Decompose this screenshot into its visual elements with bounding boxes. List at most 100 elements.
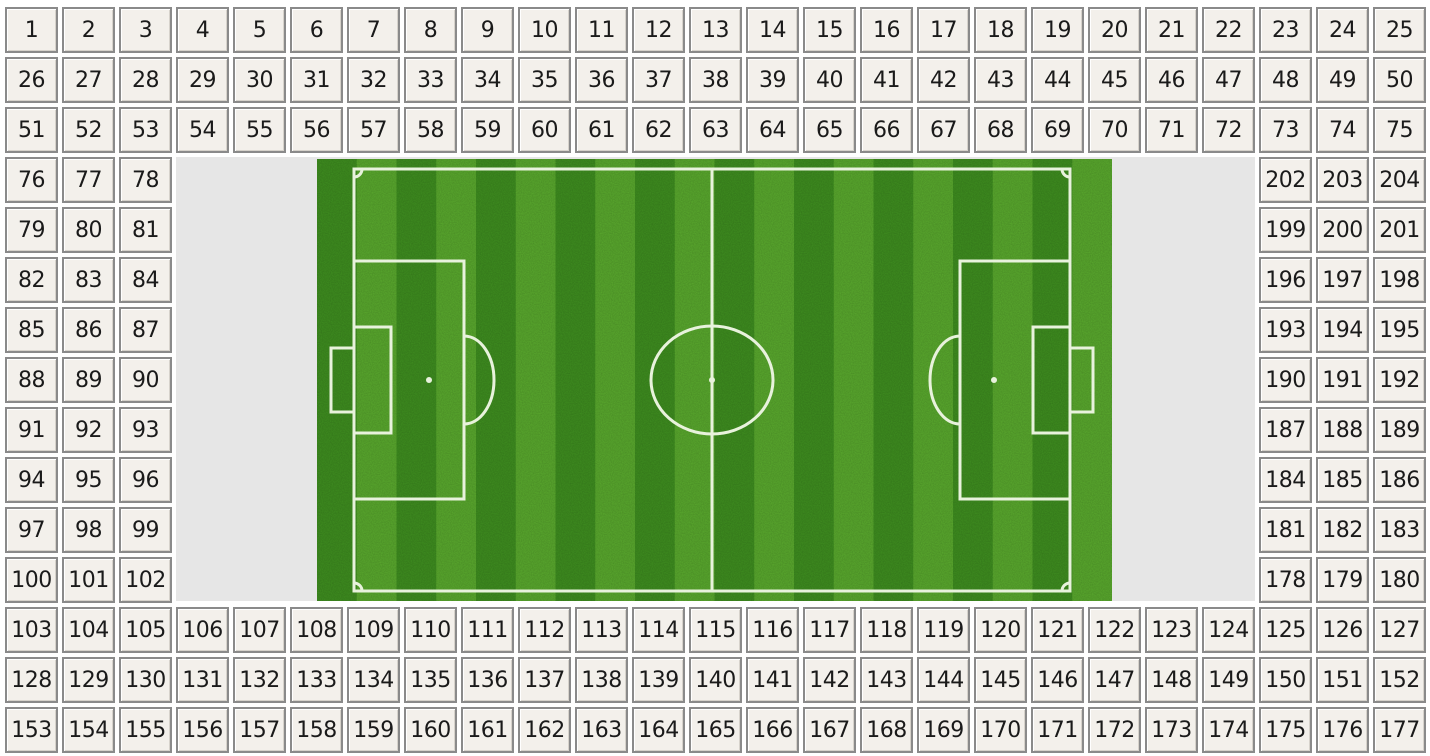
seat-button[interactable]: 42 xyxy=(917,57,970,103)
seat-button[interactable]: 46 xyxy=(1145,57,1198,103)
seat-button[interactable]: 57 xyxy=(347,107,400,153)
seat-button[interactable]: 45 xyxy=(1088,57,1141,103)
seat-button[interactable]: 11 xyxy=(575,7,628,53)
seat-button[interactable]: 67 xyxy=(917,107,970,153)
seat-button[interactable]: 159 xyxy=(347,707,400,753)
seat-button[interactable]: 101 xyxy=(62,557,115,603)
seat-button[interactable]: 111 xyxy=(461,607,514,653)
seat-button[interactable]: 56 xyxy=(290,107,343,153)
seat-button[interactable]: 16 xyxy=(860,7,913,53)
seat-button[interactable]: 202 xyxy=(1259,157,1312,203)
seat-button[interactable]: 184 xyxy=(1259,457,1312,503)
seat-button[interactable]: 161 xyxy=(461,707,514,753)
seat-button[interactable]: 123 xyxy=(1145,607,1198,653)
seat-button[interactable]: 28 xyxy=(119,57,172,103)
seat-button[interactable]: 197 xyxy=(1316,257,1369,303)
seat-button[interactable]: 175 xyxy=(1259,707,1312,753)
seat-button[interactable]: 155 xyxy=(119,707,172,753)
seat-button[interactable]: 127 xyxy=(1373,607,1426,653)
seat-button[interactable]: 35 xyxy=(518,57,571,103)
seat-button[interactable]: 165 xyxy=(689,707,742,753)
seat-button[interactable]: 162 xyxy=(518,707,571,753)
seat-button[interactable]: 132 xyxy=(233,657,286,703)
seat-button[interactable]: 121 xyxy=(1031,607,1084,653)
seat-button[interactable]: 96 xyxy=(119,457,172,503)
seat-button[interactable]: 22 xyxy=(1202,7,1255,53)
seat-button[interactable]: 72 xyxy=(1202,107,1255,153)
seat-button[interactable]: 99 xyxy=(119,507,172,553)
seat-button[interactable]: 124 xyxy=(1202,607,1255,653)
seat-button[interactable]: 195 xyxy=(1373,307,1426,353)
seat-button[interactable]: 149 xyxy=(1202,657,1255,703)
seat-button[interactable]: 192 xyxy=(1373,357,1426,403)
seat-button[interactable]: 128 xyxy=(5,657,58,703)
seat-button[interactable]: 2 xyxy=(62,7,115,53)
seat-button[interactable]: 5 xyxy=(233,7,286,53)
seat-button[interactable]: 133 xyxy=(290,657,343,703)
seat-button[interactable]: 48 xyxy=(1259,57,1312,103)
seat-button[interactable]: 66 xyxy=(860,107,913,153)
seat-button[interactable]: 1 xyxy=(5,7,58,53)
seat-button[interactable]: 61 xyxy=(575,107,628,153)
seat-button[interactable]: 201 xyxy=(1373,207,1426,253)
seat-button[interactable]: 49 xyxy=(1316,57,1369,103)
seat-button[interactable]: 125 xyxy=(1259,607,1312,653)
seat-button[interactable]: 188 xyxy=(1316,407,1369,453)
seat-button[interactable]: 119 xyxy=(917,607,970,653)
seat-button[interactable]: 114 xyxy=(632,607,685,653)
seat-button[interactable]: 63 xyxy=(689,107,742,153)
seat-button[interactable]: 91 xyxy=(5,407,58,453)
seat-button[interactable]: 32 xyxy=(347,57,400,103)
seat-button[interactable]: 27 xyxy=(62,57,115,103)
seat-button[interactable]: 85 xyxy=(5,307,58,353)
seat-button[interactable]: 33 xyxy=(404,57,457,103)
seat-button[interactable]: 106 xyxy=(176,607,229,653)
seat-button[interactable]: 95 xyxy=(62,457,115,503)
seat-button[interactable]: 145 xyxy=(974,657,1027,703)
seat-button[interactable]: 71 xyxy=(1145,107,1198,153)
seat-button[interactable]: 166 xyxy=(746,707,799,753)
seat-button[interactable]: 25 xyxy=(1373,7,1426,53)
seat-button[interactable]: 134 xyxy=(347,657,400,703)
seat-button[interactable]: 113 xyxy=(575,607,628,653)
seat-button[interactable]: 112 xyxy=(518,607,571,653)
seat-button[interactable]: 103 xyxy=(5,607,58,653)
seat-button[interactable]: 88 xyxy=(5,357,58,403)
seat-button[interactable]: 147 xyxy=(1088,657,1141,703)
seat-button[interactable]: 164 xyxy=(632,707,685,753)
seat-button[interactable]: 189 xyxy=(1373,407,1426,453)
seat-button[interactable]: 182 xyxy=(1316,507,1369,553)
seat-button[interactable]: 153 xyxy=(5,707,58,753)
seat-button[interactable]: 142 xyxy=(803,657,856,703)
seat-button[interactable]: 105 xyxy=(119,607,172,653)
seat-button[interactable]: 86 xyxy=(62,307,115,353)
seat-button[interactable]: 107 xyxy=(233,607,286,653)
seat-button[interactable]: 89 xyxy=(62,357,115,403)
seat-button[interactable]: 158 xyxy=(290,707,343,753)
seat-button[interactable]: 139 xyxy=(632,657,685,703)
seat-button[interactable]: 135 xyxy=(404,657,457,703)
seat-button[interactable]: 181 xyxy=(1259,507,1312,553)
seat-button[interactable]: 172 xyxy=(1088,707,1141,753)
seat-button[interactable]: 38 xyxy=(689,57,742,103)
seat-button[interactable]: 169 xyxy=(917,707,970,753)
seat-button[interactable]: 4 xyxy=(176,7,229,53)
seat-button[interactable]: 170 xyxy=(974,707,1027,753)
seat-button[interactable]: 131 xyxy=(176,657,229,703)
seat-button[interactable]: 130 xyxy=(119,657,172,703)
seat-button[interactable]: 90 xyxy=(119,357,172,403)
seat-button[interactable]: 77 xyxy=(62,157,115,203)
seat-button[interactable]: 173 xyxy=(1145,707,1198,753)
seat-button[interactable]: 98 xyxy=(62,507,115,553)
seat-button[interactable]: 179 xyxy=(1316,557,1369,603)
seat-button[interactable]: 171 xyxy=(1031,707,1084,753)
seat-button[interactable]: 191 xyxy=(1316,357,1369,403)
seat-button[interactable]: 81 xyxy=(119,207,172,253)
seat-button[interactable]: 194 xyxy=(1316,307,1369,353)
seat-button[interactable]: 157 xyxy=(233,707,286,753)
seat-button[interactable]: 14 xyxy=(746,7,799,53)
seat-button[interactable]: 59 xyxy=(461,107,514,153)
seat-button[interactable]: 9 xyxy=(461,7,514,53)
seat-button[interactable]: 178 xyxy=(1259,557,1312,603)
seat-button[interactable]: 97 xyxy=(5,507,58,553)
